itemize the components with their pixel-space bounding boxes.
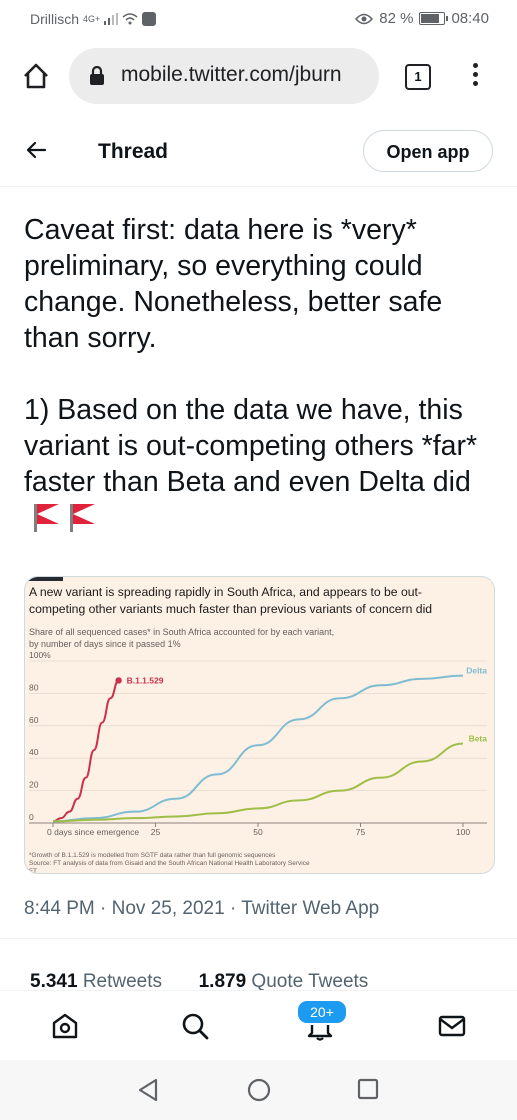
y-tick-label: 40 [29, 747, 39, 757]
chart-subtitle-line-2: by number of days since it passed 1% [29, 639, 181, 649]
y-tick-label: 60 [29, 715, 39, 725]
carrier-label: Drillisch [30, 11, 79, 27]
search-icon[interactable] [180, 1011, 210, 1041]
tweet-image-chart[interactable]: A new variant is spreading rapidly in So… [24, 576, 495, 874]
tweet-paragraph-2-text: 1) Based on the data we have, this varia… [24, 394, 478, 498]
system-navigation [0, 1060, 517, 1120]
chart-subtitle-line-1: Share of all sequenced cases* in South A… [29, 627, 334, 637]
status-bar: Drillisch 4G+ 82 % 08:40 [0, 0, 517, 38]
page-title: Thread [98, 140, 169, 163]
series-label: Beta [469, 734, 488, 744]
messages-envelope-icon[interactable] [437, 1011, 467, 1041]
tab-switcher-button[interactable]: 1 [405, 64, 431, 90]
system-recents-icon[interactable] [357, 1078, 379, 1100]
chart-title-line-2: competing other variants much faster tha… [29, 602, 432, 616]
quote-tweets-link[interactable]: Quote Tweets [251, 971, 369, 992]
lock-icon [90, 66, 104, 85]
ft-accent-bar [25, 577, 63, 581]
url-text: mobile.twitter.com/jburn [121, 63, 342, 86]
x-tick-label: 25 [151, 827, 161, 837]
home-icon[interactable] [22, 62, 50, 90]
y-tick-label: 80 [29, 682, 39, 692]
tweet-timestamp[interactable]: 8:44 PM · Nov 25, 2021 · Twitter Web App [24, 898, 380, 919]
y-tick-label: 20 [29, 780, 39, 790]
browser-menu-icon[interactable] [473, 63, 479, 90]
variant-share-chart: A new variant is spreading rapidly in So… [29, 585, 488, 873]
tweet-text: Caveat first: data here is *very* prelim… [24, 212, 499, 536]
quote-count: 1.879 [198, 971, 247, 992]
back-arrow-icon[interactable] [24, 138, 48, 162]
retweets-link[interactable]: Retweets [82, 971, 163, 992]
system-home-icon[interactable] [247, 1078, 271, 1102]
notifications-badge: 20+ [296, 999, 348, 1025]
system-back-icon[interactable] [137, 1078, 159, 1102]
series-label: B.1.1.529 [127, 675, 164, 685]
x-tick-label: 75 [356, 827, 366, 837]
battery-icon [419, 12, 449, 25]
clock: 08:40 [451, 10, 489, 27]
bottom-navigation: 20+ [0, 990, 517, 1061]
series-label: Delta [466, 666, 487, 676]
x-tick-label: 50 [253, 827, 263, 837]
y-tick-label: 100% [29, 650, 51, 660]
open-app-button[interactable]: Open app [363, 130, 493, 172]
red-flag-icon [32, 502, 60, 532]
series-line-delta [52, 674, 464, 823]
series-line-b11529 [52, 679, 120, 823]
browser-toolbar: mobile.twitter.com/jburn 1 [0, 38, 517, 116]
chart-source: Source: FT analysis of data from Gisaid … [29, 860, 310, 867]
chart-footnote: *Growth of B.1.1.529 is modelled from SG… [29, 852, 276, 859]
red-flag-icon [68, 502, 96, 532]
chart-title-line-1: A new variant is spreading rapidly in So… [29, 585, 422, 599]
network-label: 4G+ [83, 14, 101, 24]
wifi-icon [122, 13, 138, 25]
tweet-paragraph-2: 1) Based on the data we have, this varia… [24, 392, 499, 536]
tweet-stats: 5.341 Retweets 1.879 Quote Tweets [0, 938, 517, 992]
x-tick-label: 0 days since emergence [47, 827, 139, 837]
series-end-marker [115, 677, 122, 684]
address-bar[interactable]: mobile.twitter.com/jburn [69, 48, 379, 104]
home-tab-icon[interactable] [50, 1011, 80, 1041]
eye-icon [355, 13, 374, 24]
thread-header: Thread Open app [0, 116, 517, 187]
chart-credit: FT [29, 868, 37, 873]
y-tick-label: 0 [29, 812, 34, 822]
retweet-count: 5.341 [30, 971, 78, 992]
signal-icon [104, 13, 119, 25]
app-notification-icon [142, 12, 157, 26]
tweet-paragraph-1: Caveat first: data here is *very* prelim… [24, 214, 443, 354]
x-tick-label: 100 [456, 827, 470, 837]
battery-percent: 82 % [379, 10, 414, 27]
series-line-beta [52, 742, 464, 823]
